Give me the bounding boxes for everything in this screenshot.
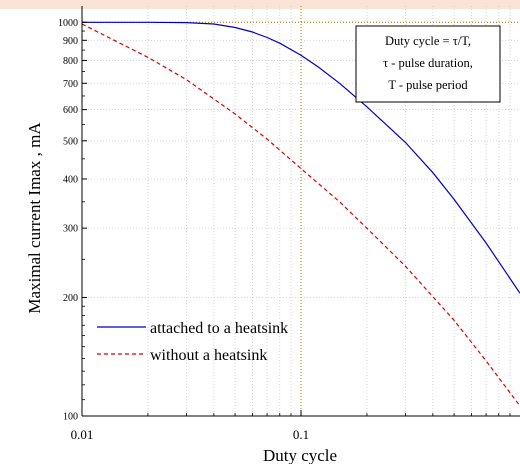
- x-tick-label-0.01: 0.01: [71, 427, 94, 442]
- annotation-line-2: τ - pulse duration,: [383, 56, 473, 70]
- x-axis-title: Duty cycle: [263, 446, 337, 464]
- y-tick-label-600: 600: [63, 105, 78, 116]
- annotation-line-1: Duty cycle = τ/T,: [385, 34, 471, 48]
- series-line-1: [81, 23, 520, 407]
- x-tick-label-0.1: 0.1: [293, 427, 309, 442]
- y-tick-label-300: 300: [63, 224, 78, 235]
- grid: [82, 6, 520, 416]
- y-axis-title: Maximal current Imax , mA: [25, 122, 44, 314]
- y-tick-label-200: 200: [63, 293, 78, 304]
- legend-label-no-heatsink: without a heatsink: [150, 347, 267, 364]
- y-tick-label-1000: 1000: [58, 18, 78, 29]
- legend-label-heatsink: attached to a heatsink: [150, 320, 288, 337]
- series-group: [81, 21, 520, 407]
- annotation-box: Duty cycle = τ/T, τ - pulse duration, T …: [355, 25, 501, 103]
- legend: attached to a heatsink without a heatsin…: [97, 320, 288, 364]
- y-tick-label-800: 800: [63, 56, 78, 67]
- annotation-frame: [355, 25, 501, 103]
- top-band: [0, 0, 520, 9]
- ticks: 100 200 300 400 500 600 700 800 900 1000 0.01 0.1: [58, 18, 511, 442]
- y-tick-label-500: 500: [63, 136, 78, 147]
- y-tick-label-400: 400: [63, 174, 78, 185]
- y-tick-label-900: 900: [63, 36, 78, 47]
- y-tick-label-100: 100: [63, 412, 78, 423]
- series-line-0: [82, 21, 520, 294]
- annotation-line-3: T - pulse period: [388, 78, 468, 92]
- y-tick-label-700: 700: [63, 79, 78, 90]
